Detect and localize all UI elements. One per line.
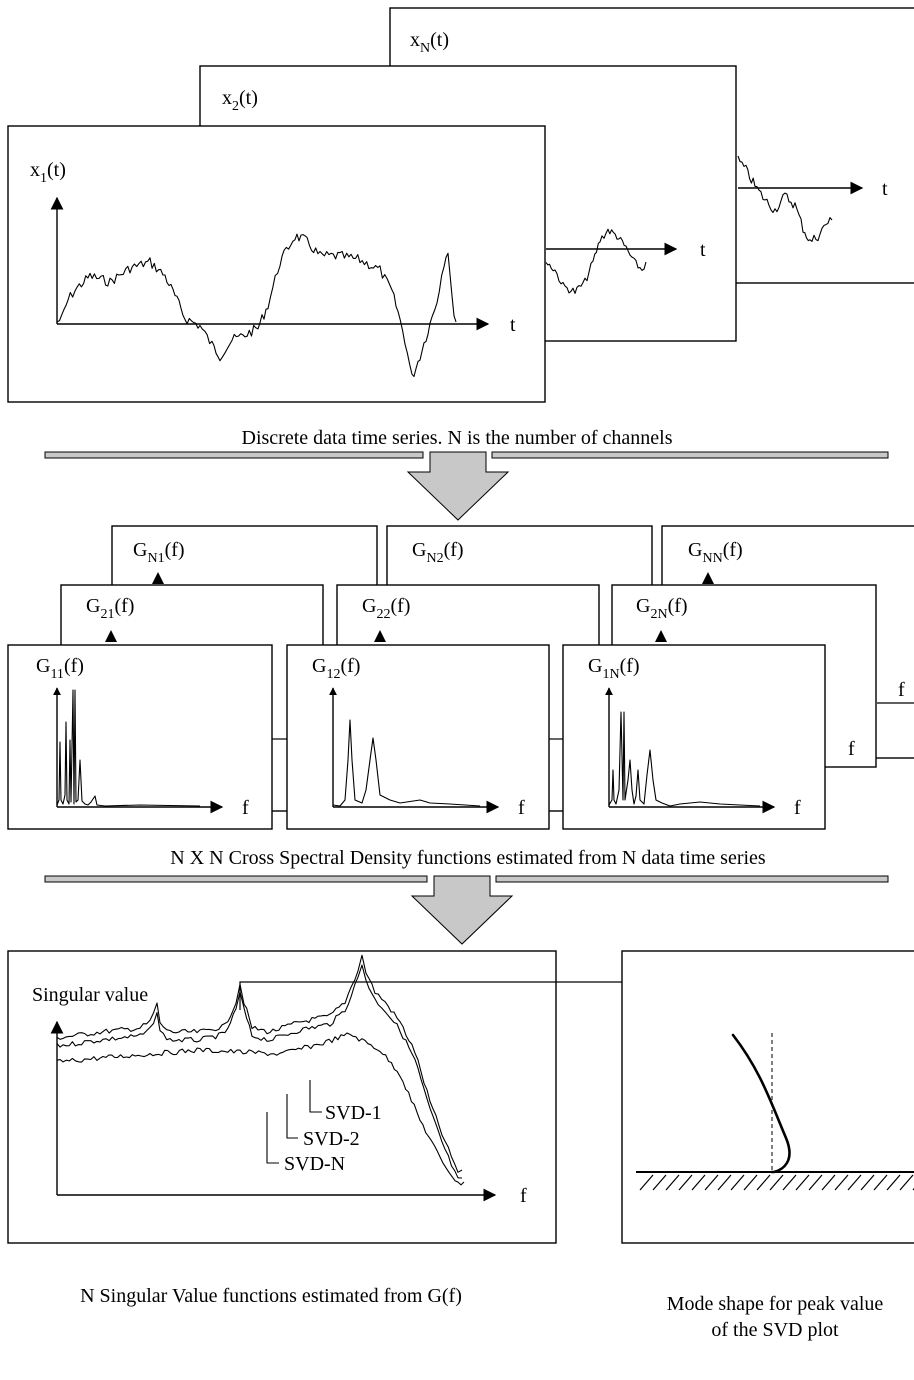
time-trace-x2 xyxy=(545,228,647,294)
axis-tip-g22 xyxy=(374,630,386,642)
caption-mode-line1: Mode shape for peak value xyxy=(667,1293,884,1315)
panel-label-xN: xN(t) xyxy=(410,29,449,56)
axis-label-f-g11: f xyxy=(242,797,249,819)
svd-xlabel: f xyxy=(520,1185,527,1207)
panel-label-g1N: G1N(f) xyxy=(588,655,640,682)
panel-label-g21: G21(f) xyxy=(86,595,134,622)
axis-label-f-gNN: f xyxy=(898,679,905,701)
csd-panel-g1N xyxy=(562,644,826,830)
panel-label-x2: x2(t) xyxy=(222,87,258,114)
time-series-section: xN(t) t x2(t) t x1(t) t Discrete data ti… xyxy=(7,7,914,521)
csd-section: GN1(f) G21(f) G11(f) f GN2(f) G22(f) G12… xyxy=(7,525,914,945)
divider-left-2 xyxy=(44,875,428,883)
panel-label-gNN: GNN(f) xyxy=(688,539,743,566)
down-arrow-2 xyxy=(410,875,514,945)
label-svd-1: SVD-1 xyxy=(325,1102,382,1124)
time-trace-x1 xyxy=(56,233,457,378)
axis-tip-g21 xyxy=(105,630,117,642)
svd-curve-n xyxy=(56,1032,465,1186)
leader-svd-n xyxy=(266,1112,279,1164)
axis-label-t-xN: t xyxy=(882,178,888,200)
mode-shape-curve xyxy=(731,1033,791,1174)
svd-section: Singular value f SVD-1 SVD-2 SVD-N N Sin… xyxy=(7,950,557,1307)
panel-label-g2N: G2N(f) xyxy=(636,595,688,622)
caption-csd: N X N Cross Spectral Density functions e… xyxy=(170,847,766,869)
csd-panel-g11 xyxy=(7,644,273,830)
caption-time-series: Discrete data time series. N is the numb… xyxy=(242,427,673,449)
leader-svd-2 xyxy=(286,1094,298,1139)
panel-label-gN1: GN1(f) xyxy=(133,539,185,566)
csd-column-1: GN1(f) G21(f) G11(f) f xyxy=(7,525,378,830)
axis-label-f-g2N: f xyxy=(848,738,855,760)
axis-label-t-x2: t xyxy=(700,239,706,261)
mode-shape-section: Mode shape for peak value of the SVD plo… xyxy=(621,950,914,1341)
caption-svd: N Singular Value functions estimated fro… xyxy=(80,1285,462,1307)
label-svd-n: SVD-N xyxy=(284,1153,345,1175)
svd-ylabel: Singular value xyxy=(32,984,148,1006)
axis-label-t-x1: t xyxy=(510,314,516,336)
down-arrow-1 xyxy=(406,451,510,521)
leader-svd-1 xyxy=(309,1080,322,1113)
spectrum-g11 xyxy=(56,689,201,807)
csd-column-3: GNN(f) f G2N(f) f G1N(f) f xyxy=(549,525,914,830)
panel-label-gN2: GN2(f) xyxy=(412,539,464,566)
label-svd-2: SVD-2 xyxy=(303,1128,360,1150)
panel-label-g11: G11(f) xyxy=(36,655,84,682)
spectrum-g12 xyxy=(332,719,481,807)
axis-tip-gNN xyxy=(702,572,714,584)
axis-tip-g2N xyxy=(655,630,667,642)
ground-hatch xyxy=(639,1174,914,1191)
svd-curve-1 xyxy=(56,954,463,1173)
svd-curve-2 xyxy=(56,964,463,1179)
caption-mode-line2: of the SVD plot xyxy=(711,1319,839,1341)
panel-label-x1: x1(t) xyxy=(30,159,66,186)
axis-tip-gN1 xyxy=(152,572,164,584)
panel-label-g22: G22(f) xyxy=(362,595,410,622)
divider-left-1 xyxy=(44,451,424,459)
time-series-panel-x1: x1(t) t xyxy=(7,125,546,403)
csd-panel-g12 xyxy=(286,644,550,830)
divider-right-2 xyxy=(495,875,889,883)
panel-label-g12: G12(f) xyxy=(312,655,360,682)
axis-label-f-g12: f xyxy=(518,797,525,819)
time-trace-xN xyxy=(737,155,833,242)
spectrum-g1N xyxy=(608,711,761,807)
divider-right-1 xyxy=(491,451,889,459)
axis-label-f-g1N: f xyxy=(794,797,801,819)
